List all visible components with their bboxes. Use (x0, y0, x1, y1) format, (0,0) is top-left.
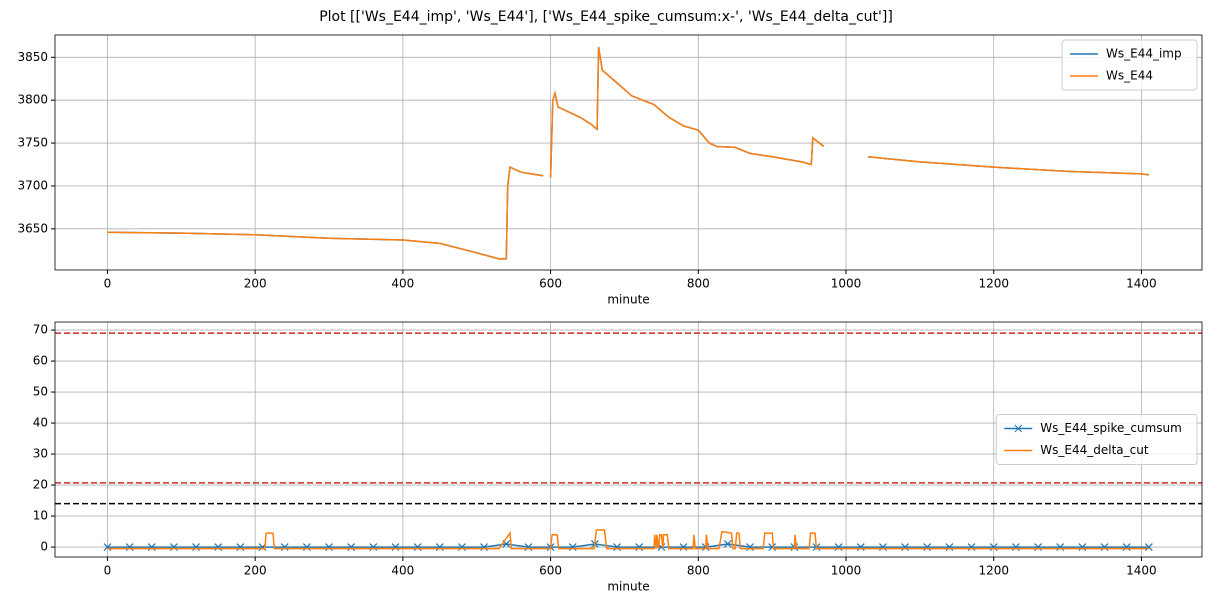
marker (325, 543, 333, 552)
legend-label: Ws_E44_spike_cumsum (1040, 421, 1182, 435)
marker (236, 543, 245, 552)
marker (192, 543, 200, 552)
marker (524, 543, 533, 552)
x-tick-label: 800 (687, 564, 710, 578)
x-tick-label: 200 (244, 277, 267, 291)
y-tick-label: 40 (33, 416, 48, 430)
x-tick-label: 1400 (1126, 277, 1157, 291)
marker (923, 543, 932, 552)
plot-area (107, 46, 1149, 260)
marker (1078, 543, 1087, 552)
x-tick-label: 0 (104, 564, 112, 578)
y-tick-label: 3750 (17, 136, 48, 150)
marker (568, 543, 577, 552)
marker (458, 543, 466, 552)
marker (1011, 543, 1020, 552)
y-tick-label: 0 (40, 540, 48, 554)
y-tick-label: 50 (33, 385, 48, 399)
marker (391, 543, 400, 552)
series-line (107, 529, 1149, 550)
marker (1144, 543, 1153, 552)
marker (1100, 543, 1109, 552)
x-tick-label: 800 (687, 277, 710, 291)
y-tick-label: 20 (33, 478, 48, 492)
marker (989, 543, 998, 552)
x-axis-label: minute (607, 580, 649, 594)
y-tick-label: 3800 (17, 93, 48, 107)
x-tick-label: 1000 (831, 277, 862, 291)
marker (125, 543, 134, 552)
legend-box (995, 414, 1198, 465)
marker (1056, 543, 1065, 552)
legend-label: Ws_E44_imp (1106, 47, 1182, 61)
marker (214, 543, 223, 552)
marker (879, 543, 887, 552)
marker (967, 543, 976, 552)
legend-label: Ws_E44_delta_cut (1040, 443, 1149, 457)
marker (635, 543, 644, 552)
y-tick-label: 70 (33, 323, 48, 337)
legend-label: Ws_E44 (1106, 69, 1153, 83)
x-tick-label: 600 (539, 564, 562, 578)
marker (679, 543, 688, 552)
marker (746, 543, 754, 552)
marker (413, 543, 422, 552)
marker (723, 540, 732, 548)
plot-area (55, 332, 1202, 552)
y-tick-label: 10 (33, 509, 48, 523)
marker (103, 543, 112, 552)
marker (901, 543, 910, 552)
series-line (107, 46, 1149, 260)
marker (347, 543, 356, 552)
x-tick-label: 1000 (831, 564, 862, 578)
y-tick-label: 60 (33, 354, 48, 368)
marker (480, 543, 489, 552)
series-line (107, 543, 1149, 548)
figure-title: Plot [['Ws_E44_imp', 'Ws_E44'], ['Ws_E44… (319, 9, 893, 25)
marker (1122, 543, 1131, 552)
x-tick-label: 400 (391, 564, 414, 578)
marker (147, 543, 156, 552)
y-tick-label: 3700 (17, 178, 48, 192)
marker (280, 543, 289, 552)
marker (768, 543, 777, 552)
marker (834, 543, 843, 552)
marker (856, 543, 865, 552)
marker (1034, 543, 1042, 552)
axes-frame (54, 321, 1203, 558)
x-tick-label: 1200 (978, 564, 1009, 578)
y-tick-label: 3850 (17, 50, 48, 64)
x-tick-label: 400 (391, 277, 414, 291)
x-tick-label: 1400 (1126, 564, 1157, 578)
marker (613, 543, 621, 552)
marker (945, 543, 954, 552)
legend-box (1061, 39, 1198, 91)
y-tick-label: 30 (33, 447, 48, 461)
x-tick-label: 1200 (978, 277, 1009, 291)
axes-frame (54, 34, 1203, 271)
x-tick-label: 0 (104, 277, 112, 291)
legend-marker (1014, 424, 1023, 433)
marker (435, 543, 444, 552)
marker (169, 543, 178, 552)
x-tick-label: 200 (244, 564, 267, 578)
x-tick-label: 600 (539, 277, 562, 291)
x-axis-label: minute (607, 293, 649, 307)
marker (302, 543, 311, 552)
marker (369, 543, 378, 552)
y-tick-label: 3650 (17, 221, 48, 235)
